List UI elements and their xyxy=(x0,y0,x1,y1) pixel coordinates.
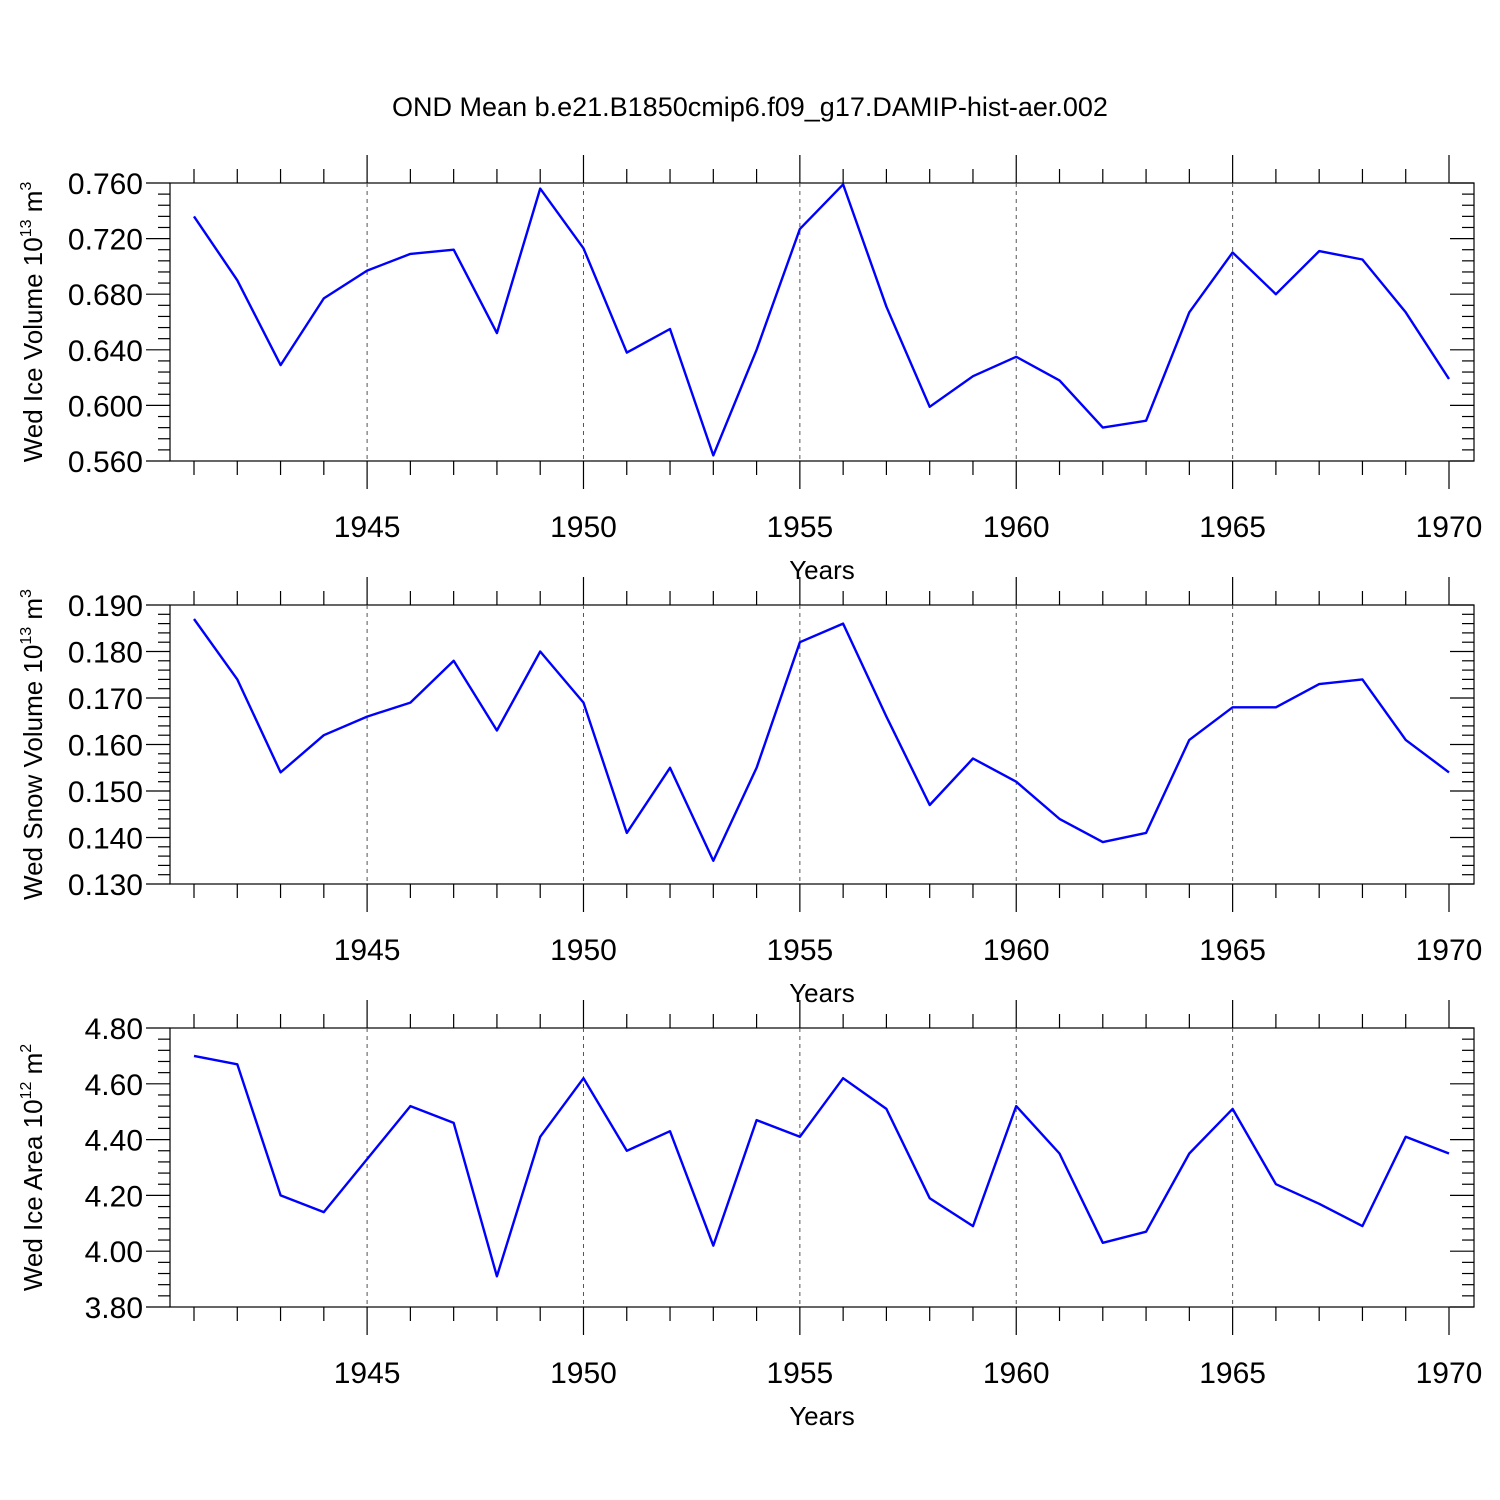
x-axis-label: Years xyxy=(789,978,855,1008)
x-tick-label: 1960 xyxy=(983,511,1050,544)
panel-ice-area: 3.80 4.00 4.20 4.40 4.60 4.80 1945 1950 1955 1960… xyxy=(18,1000,1482,1431)
y-tick-label: 4.80 xyxy=(85,1013,143,1046)
y-tick-label: 4.00 xyxy=(85,1236,143,1269)
x-tick-label: 1970 xyxy=(1416,511,1483,544)
x-axis-label: Years xyxy=(789,555,855,585)
y-tick-label: 4.40 xyxy=(85,1125,143,1158)
x-tick-label: 1970 xyxy=(1416,1357,1483,1390)
y-axis-label: Wed Ice Area 1012 m2 xyxy=(18,1044,48,1291)
y-axis-label: Wed Ice Volume 1013 m3 xyxy=(18,182,48,463)
x-tick-label: 1950 xyxy=(550,1357,617,1390)
y-tick-label: 0.170 xyxy=(68,683,143,716)
x-tick-label: 1965 xyxy=(1199,511,1266,544)
x-tick-label: 1945 xyxy=(334,511,401,544)
x-tick-label: 1950 xyxy=(550,511,617,544)
x-tick-label: 1945 xyxy=(334,1357,401,1390)
x-tick-label: 1945 xyxy=(334,934,401,967)
x-tick-label: 1970 xyxy=(1416,934,1483,967)
series-line xyxy=(193,183,1451,457)
x-tick-label: 1960 xyxy=(983,934,1050,967)
y-tick-label: 0.180 xyxy=(68,637,143,670)
y-tick-label: 0.720 xyxy=(68,224,143,257)
x-tick-label: 1965 xyxy=(1199,1357,1266,1390)
y-tick-label: 4.60 xyxy=(85,1069,143,1102)
y-tick-label: 0.760 xyxy=(68,168,143,201)
plot-frame xyxy=(169,1027,1475,1308)
x-tick-label: 1960 xyxy=(983,1357,1050,1390)
series-line xyxy=(193,1054,1450,1278)
y-tick-label: 0.640 xyxy=(68,335,143,368)
x-axis-label: Years xyxy=(789,1401,855,1431)
y-tick-label: 0.140 xyxy=(68,823,143,856)
y-tick-label: 0.600 xyxy=(68,390,143,423)
y-tick-label: 4.20 xyxy=(85,1180,143,1213)
y-tick-label: 0.680 xyxy=(68,279,143,312)
series-line xyxy=(193,618,1450,862)
panel-snow-volume: 0.130 0.140 0.150 0.160 0.170 0.180 0.190 1945 1… xyxy=(18,577,1482,1008)
y-axis-label: Wed Snow Volume 1013 m3 xyxy=(18,589,48,900)
y-tick-label: 3.80 xyxy=(85,1292,143,1325)
plot-frame xyxy=(169,182,1475,462)
y-tick-label: 0.560 xyxy=(68,446,143,479)
x-tick-label: 1965 xyxy=(1199,934,1266,967)
x-tick-label: 1955 xyxy=(766,1357,833,1390)
x-tick-label: 1950 xyxy=(550,934,617,967)
x-tick-label: 1955 xyxy=(766,934,833,967)
panel-ice-volume: 0.560 0.600 0.640 0.680 0.720 0.760 1945 1950 19… xyxy=(18,155,1482,585)
y-tick-label: 0.190 xyxy=(68,590,143,623)
figure-title: OND Mean b.e21.B1850cmip6.f09_g17.DAMIP-… xyxy=(392,92,1108,122)
y-tick-label: 0.150 xyxy=(68,776,143,809)
plot-frame xyxy=(169,604,1475,885)
x-tick-label: 1955 xyxy=(766,511,833,544)
y-tick-label: 0.130 xyxy=(68,869,143,902)
y-tick-label: 0.160 xyxy=(68,730,143,763)
